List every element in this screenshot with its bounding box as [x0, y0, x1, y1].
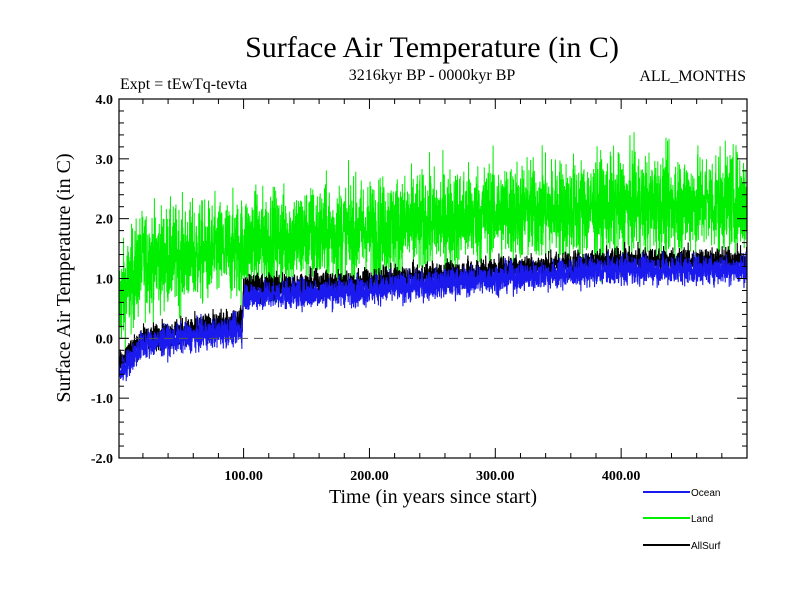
y-tick-label: 0.0 [96, 332, 114, 347]
experiment-label: Expt = tEwTq-tevta [120, 76, 247, 93]
months-label: ALL_MONTHS [639, 68, 746, 85]
y-tick-label: -2.0 [91, 452, 113, 467]
chart-title: Surface Air Temperature (in C) [245, 31, 619, 64]
series-ocean-line [118, 250, 748, 385]
x-tick-label: 200.00 [350, 469, 389, 484]
legend-label-ocean: Ocean [691, 488, 720, 499]
y-tick-label: 2.0 [96, 213, 114, 228]
y-tick-label: 4.0 [96, 93, 114, 108]
tick-labels: 100.00 200.00 300.00 400.00 -2.0 -1.0 0.0 1.0 2.… [91, 93, 641, 484]
x-tick-label: 100.00 [224, 469, 263, 484]
y-tick-label: -1.0 [91, 392, 113, 407]
x-axis-label: Time (in years since start) [329, 486, 537, 508]
x-tick-label: 400.00 [602, 469, 641, 484]
y-tick-label: 3.0 [96, 153, 114, 168]
series-land-line [118, 132, 748, 357]
axis-ticks [119, 99, 747, 458]
y-axis-label: Surface Air Temperature (in C) [53, 153, 75, 402]
legend-label-allsurf: AllSurf [691, 541, 721, 552]
legend-label-land: Land [691, 514, 713, 525]
legend: Ocean Land AllSurf [643, 488, 721, 552]
period-label: 3216kyr BP - 0000kyr BP [349, 67, 516, 84]
y-tick-label: 1.0 [96, 273, 114, 288]
x-tick-label: 300.00 [476, 469, 515, 484]
plot-series [118, 132, 748, 385]
